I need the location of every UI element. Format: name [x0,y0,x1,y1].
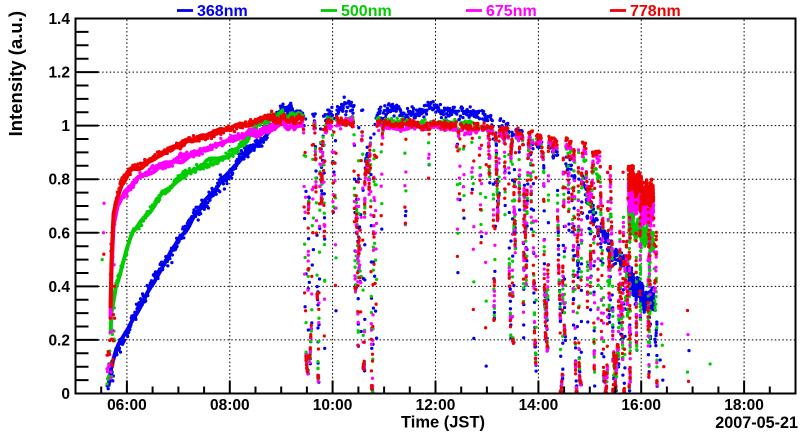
svg-text:500nm: 500nm [341,3,392,20]
svg-text:675nm: 675nm [486,3,537,20]
svg-text:06:00: 06:00 [107,397,147,414]
svg-text:0.4: 0.4 [48,279,70,296]
svg-text:Intensity (a.u.): Intensity (a.u.) [5,11,26,136]
svg-text:18:00: 18:00 [724,397,764,414]
svg-text:16:00: 16:00 [621,397,661,414]
svg-text:12:00: 12:00 [416,397,456,414]
svg-text:0.6: 0.6 [48,225,70,242]
svg-text:1.2: 1.2 [48,65,70,82]
svg-text:0.8: 0.8 [48,172,70,189]
svg-text:1: 1 [61,118,70,135]
svg-text:14:00: 14:00 [519,397,559,414]
svg-text:2007-05-21: 2007-05-21 [715,414,798,432]
svg-text:778nm: 778nm [630,3,681,20]
svg-text:0.2: 0.2 [48,332,70,349]
svg-text:1.4: 1.4 [48,11,70,28]
svg-text:08:00: 08:00 [210,397,250,414]
svg-text:368nm: 368nm [197,3,248,20]
svg-text:Time (JST): Time (JST) [401,414,485,432]
svg-text:10:00: 10:00 [313,397,353,414]
svg-text:0: 0 [61,386,70,403]
